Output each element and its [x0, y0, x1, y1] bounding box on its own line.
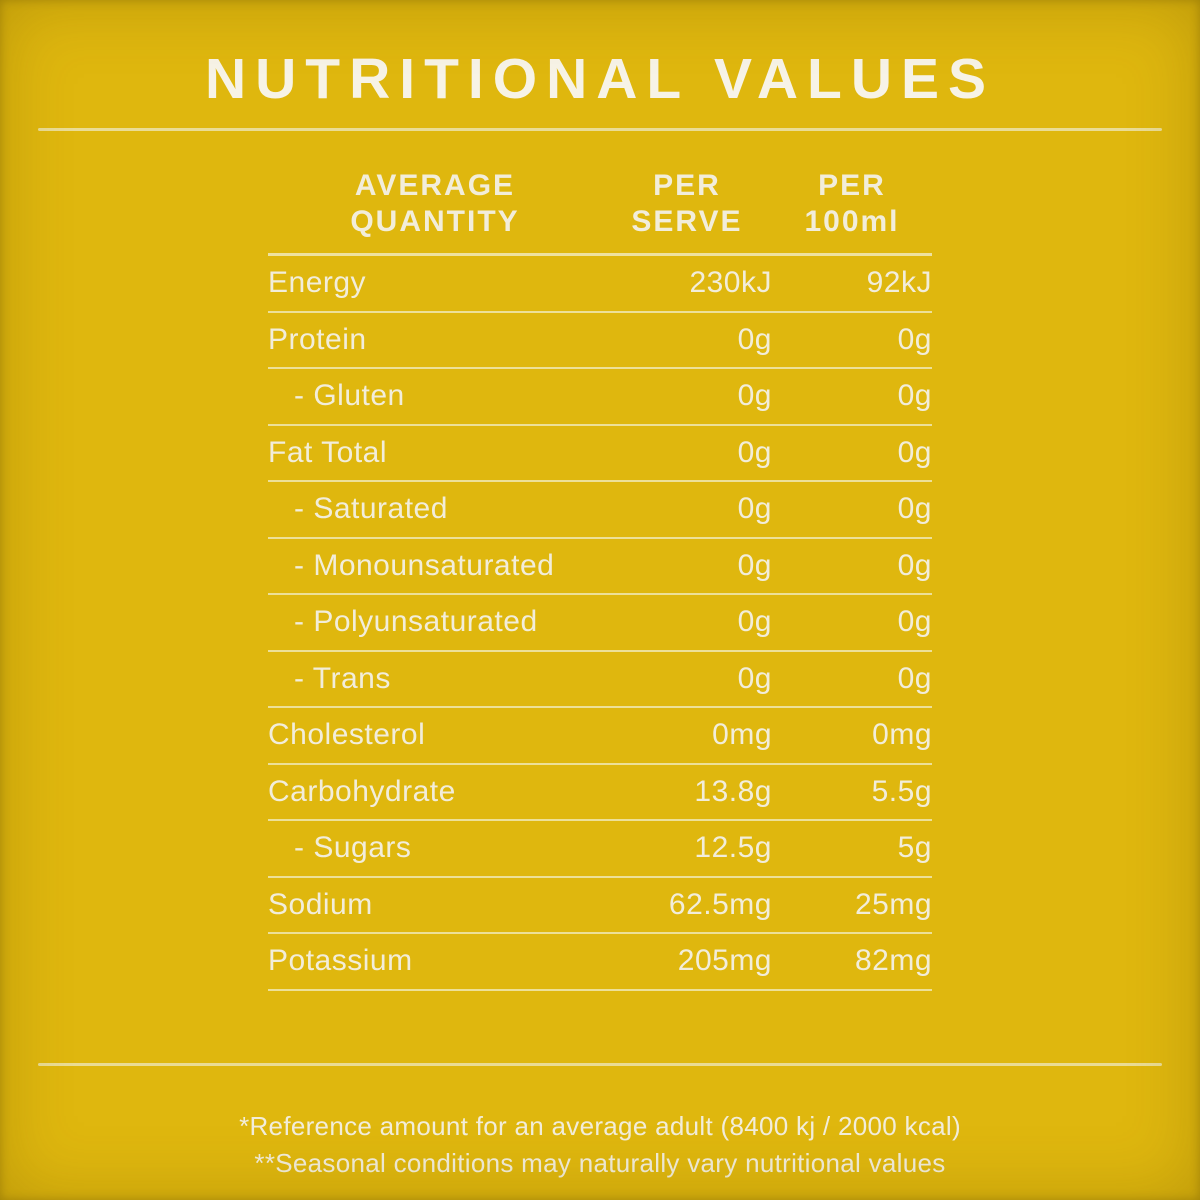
header-per-100ml: PER 100ml [804, 169, 900, 238]
table-row: Cholesterol 0mg 0mg [268, 708, 932, 765]
row-per-serve: 0g [737, 379, 772, 413]
nutrition-table: AVERAGE QUANTITY PER SERVE PER 100ml Ene… [268, 168, 932, 991]
header-average-quantity: AVERAGE QUANTITY [350, 169, 520, 238]
row-per-serve: 13.8g [694, 774, 772, 808]
table-row: Carbohydrate 13.8g 5.5g [268, 765, 932, 821]
table-row: - Polyunsaturated 0g 0g [268, 595, 932, 652]
title-divider [38, 128, 1162, 131]
table-row: Sodium 62.5mg 25mg [268, 878, 932, 934]
row-per-100ml: 5g [897, 831, 932, 865]
row-label: Fat Total [268, 435, 388, 469]
row-per-100ml: 0g [897, 379, 932, 413]
row-per-serve: 0g [737, 492, 772, 526]
table-header-row: AVERAGE QUANTITY PER SERVE PER 100ml [268, 168, 932, 256]
row-label: - Gluten [294, 379, 405, 413]
row-per-100ml: 0g [897, 492, 932, 526]
row-per-serve: 0g [737, 322, 772, 356]
table-row: - Trans 0g 0g [268, 652, 932, 708]
row-per-serve: 12.5g [694, 831, 772, 865]
table-row: Energy 230kJ 92kJ [268, 256, 932, 313]
table-row: Potassium 205mg 82mg [268, 934, 932, 991]
row-label: Carbohydrate [268, 774, 456, 808]
row-per-serve: 0g [737, 661, 772, 695]
row-per-100ml: 5.5g [871, 774, 932, 808]
footer-divider [38, 1063, 1162, 1066]
row-per-serve: 0g [737, 605, 772, 639]
row-label: Sodium [268, 887, 373, 921]
row-label: Energy [268, 266, 367, 300]
row-per-100ml: 0g [897, 661, 932, 695]
row-per-serve: 230kJ [689, 266, 772, 300]
row-label: - Trans [294, 661, 391, 695]
row-per-serve: 62.5mg [668, 887, 772, 921]
row-per-serve: 205mg [677, 944, 772, 978]
page-title: NUTRITIONAL VALUES [204, 47, 996, 111]
row-per-serve: 0g [737, 548, 772, 582]
row-per-100ml: 0g [897, 322, 932, 356]
row-label: - Monounsaturated [294, 548, 555, 582]
row-label: Cholesterol [268, 718, 426, 752]
table-row: - Sugars 12.5g 5g [268, 821, 932, 878]
row-per-serve: 0g [737, 435, 772, 469]
row-per-100ml: 0g [897, 548, 932, 582]
table-row: - Saturated 0g 0g [268, 482, 932, 539]
row-label: - Sugars [294, 831, 412, 865]
table-row: Protein 0g 0g [268, 313, 932, 369]
row-per-100ml: 0mg [872, 718, 932, 752]
table-row: - Monounsaturated 0g 0g [268, 539, 932, 595]
row-per-100ml: 0g [897, 435, 932, 469]
row-per-100ml: 25mg [854, 887, 932, 921]
row-per-serve: 0mg [712, 718, 772, 752]
row-label: Potassium [268, 944, 413, 978]
header-per-serve: PER SERVE [631, 169, 743, 238]
row-per-100ml: 0g [897, 605, 932, 639]
row-label: - Polyunsaturated [294, 605, 538, 639]
footnotes: *Reference amount for an average adult (… [0, 1108, 1200, 1182]
table-row: - Gluten 0g 0g [268, 369, 932, 426]
row-label: Protein [268, 322, 367, 356]
footnote-seasonal: **Seasonal conditions may naturally vary… [254, 1148, 946, 1178]
row-per-100ml: 82mg [854, 944, 932, 978]
row-per-100ml: 92kJ [866, 266, 932, 300]
row-label: - Saturated [294, 492, 448, 526]
table-row: Fat Total 0g 0g [268, 426, 932, 482]
footnote-reference: *Reference amount for an average adult (… [239, 1111, 961, 1141]
